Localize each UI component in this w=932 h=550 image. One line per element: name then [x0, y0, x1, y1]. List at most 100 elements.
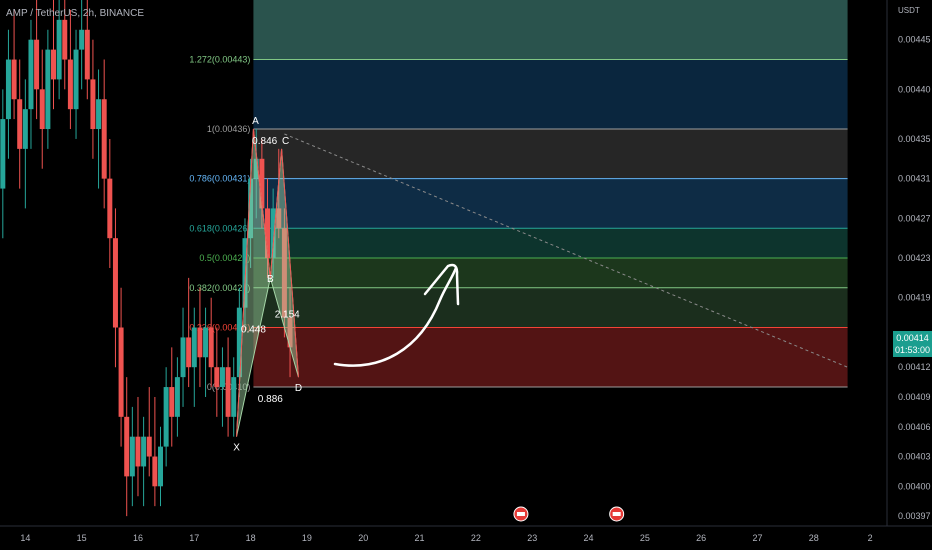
price-axis-tick: 0.00403 [898, 452, 931, 462]
candle-body [129, 436, 135, 477]
candle-body [112, 238, 118, 328]
time-axis-tick: 20 [358, 533, 368, 543]
candle-body [163, 387, 169, 447]
time-axis-bg [0, 526, 932, 550]
fib-zone [253, 287, 848, 328]
candle-body [17, 99, 23, 149]
fib-level-label: 0.236(0.00416) [189, 323, 250, 333]
candle-body [67, 59, 73, 110]
fib-level-label: 0.786(0.00431) [189, 174, 250, 184]
price-axis-tick: 0.00412 [898, 362, 931, 372]
time-axis-tick: 15 [77, 533, 87, 543]
price-axis-bg [887, 0, 932, 550]
pattern-point-label: B [267, 274, 274, 285]
candle-body [248, 178, 254, 239]
time-axis-tick: 22 [471, 533, 481, 543]
drawn-arrow [333, 266, 458, 367]
candle-body [236, 307, 242, 378]
fib-level-label: 1(0.00436) [207, 124, 251, 134]
price-axis-tick: 0.00435 [898, 134, 931, 144]
candle-body [281, 228, 287, 318]
candle-body [51, 49, 57, 80]
time-axis-tick: 16 [133, 533, 143, 543]
fib-level-label: 0.382(0.00420) [189, 283, 250, 293]
candle-body [96, 99, 102, 130]
symbol-title: AMP / TetherUS, 2h, BINANCE [6, 8, 145, 19]
candle-body [214, 367, 220, 388]
candle-body [174, 377, 180, 417]
price-axis-tick: 0.00431 [898, 174, 931, 184]
candle-body [231, 377, 237, 417]
candle-body [276, 208, 282, 229]
candle-body [146, 436, 152, 457]
currency-label: USDT [898, 6, 920, 15]
candle-body [191, 327, 197, 368]
candle-body [39, 89, 45, 130]
candle-body [270, 208, 276, 259]
candle-body [56, 19, 62, 80]
candle-body [34, 39, 40, 90]
price-axis-tick: 0.00445 [898, 35, 931, 45]
candle-body [11, 59, 17, 100]
pattern-point-label: A [252, 116, 259, 127]
price-axis-tick: 0.00397 [898, 511, 931, 521]
candle-body [208, 327, 214, 368]
candle-body [124, 416, 130, 477]
candle-body [180, 337, 186, 378]
fib-level-label: 0.618(0.00426) [189, 223, 250, 233]
fib-zone [253, 59, 848, 130]
fib-zone [253, 0, 848, 60]
time-axis-tick: 17 [189, 533, 199, 543]
time-axis-tick: 19 [302, 533, 312, 543]
price-axis-tick: 0.00419 [898, 293, 931, 303]
fib-zone [253, 129, 848, 179]
time-axis-tick: 14 [20, 533, 30, 543]
pattern-ratio-label: 0.448 [241, 324, 266, 335]
time-axis-tick: 25 [640, 533, 650, 543]
price-axis-tick: 0.00423 [898, 253, 931, 263]
candle-body [141, 436, 147, 467]
candle-body [225, 367, 231, 417]
pattern-ratio-label: 0.886 [258, 394, 283, 405]
candle-body [135, 436, 141, 467]
candle-body [5, 59, 11, 120]
candle-body [197, 327, 203, 358]
price-axis-tick: 0.00427 [898, 213, 931, 223]
candle-body [152, 456, 158, 487]
drawn-arrow-head [423, 263, 460, 306]
candle-body [73, 49, 79, 110]
pattern-ratio-label: 0.846 [252, 136, 277, 147]
candle-body [186, 337, 192, 368]
pattern-point-label: X [233, 443, 240, 454]
bar-countdown: 01:53:00 [894, 345, 931, 355]
price-axis-tick: 0.00440 [898, 84, 931, 94]
time-axis-tick: 2 [868, 533, 873, 543]
time-axis-tick: 21 [415, 533, 425, 543]
candle-body [287, 317, 293, 348]
time-axis-tick: 26 [696, 533, 706, 543]
fib-zone [253, 228, 848, 259]
current-price-tag: 0.00414 01:53:00 [893, 331, 932, 357]
candle-body [203, 327, 209, 358]
candle-body [62, 19, 68, 60]
fib-zone [253, 327, 848, 388]
time-axis-tick: 24 [584, 533, 594, 543]
candle-body [101, 99, 107, 179]
pattern-outline [236, 128, 299, 437]
candle-body [107, 178, 113, 239]
candle-body [79, 29, 85, 50]
time-axis-tick: 28 [809, 533, 819, 543]
fib-level-label: 1.272(0.00443) [189, 55, 250, 65]
candle-body [219, 367, 225, 388]
time-axis-tick: 18 [246, 533, 256, 543]
candle-body [28, 39, 34, 110]
price-axis-tick: 0.00400 [898, 481, 931, 491]
candle-body [242, 238, 248, 308]
candle-body [158, 446, 164, 487]
fib-level-label: 0.5(0.00423) [199, 253, 250, 263]
fib-zone [253, 258, 848, 288]
candle-body [45, 49, 51, 130]
candle-body [265, 208, 271, 259]
candle-body [22, 109, 28, 149]
